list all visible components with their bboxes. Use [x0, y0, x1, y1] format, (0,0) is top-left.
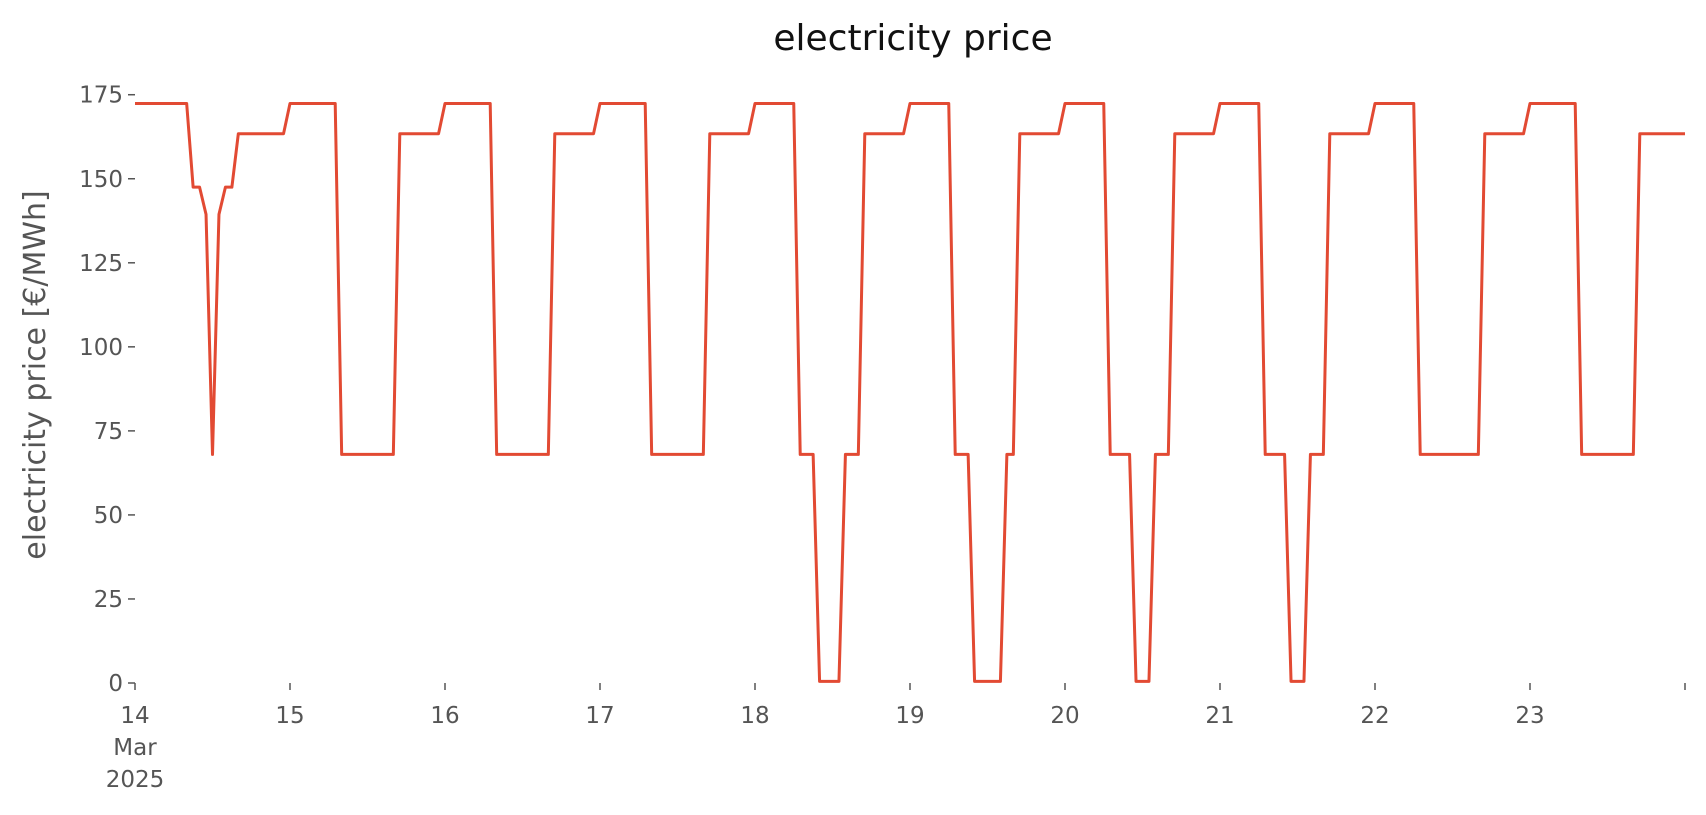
- x-tick-label: 18: [740, 703, 769, 729]
- x-tick-label: 17: [585, 703, 614, 729]
- y-tick-label: 0: [108, 671, 123, 697]
- y-axis: 0 25 50 75 100 125 150 175: [79, 83, 135, 697]
- x-tick-label: 20: [1050, 703, 1079, 729]
- y-tick-label: 150: [79, 167, 123, 193]
- x-tick-label: 19: [895, 703, 924, 729]
- plot-area: [135, 101, 1685, 683]
- x-tick-label: 23: [1515, 703, 1544, 729]
- x-axis: 14 Mar 2025 15 16 17 18 19 20 21 22 23: [106, 683, 1686, 793]
- y-tick-label: 125: [79, 251, 123, 277]
- y-tick-label: 100: [79, 335, 123, 361]
- y-tick-label: 25: [94, 587, 123, 613]
- x-tick-label: 14: [120, 703, 149, 729]
- x-tick-label: 16: [430, 703, 459, 729]
- series-line: [135, 101, 1685, 683]
- y-tick-label: 50: [94, 503, 123, 529]
- x-tick-label: 21: [1205, 703, 1234, 729]
- y-tick-label: 75: [94, 419, 123, 445]
- chart-title: electricity price: [773, 18, 1052, 59]
- x-tick-label: 2025: [106, 767, 165, 793]
- x-tick-label: 15: [275, 703, 304, 729]
- x-tick-label: 22: [1360, 703, 1389, 729]
- x-tick-label: Mar: [113, 735, 157, 761]
- y-tick-label: 175: [79, 83, 123, 109]
- y-axis-title: electricity price [€/MWh]: [18, 190, 53, 559]
